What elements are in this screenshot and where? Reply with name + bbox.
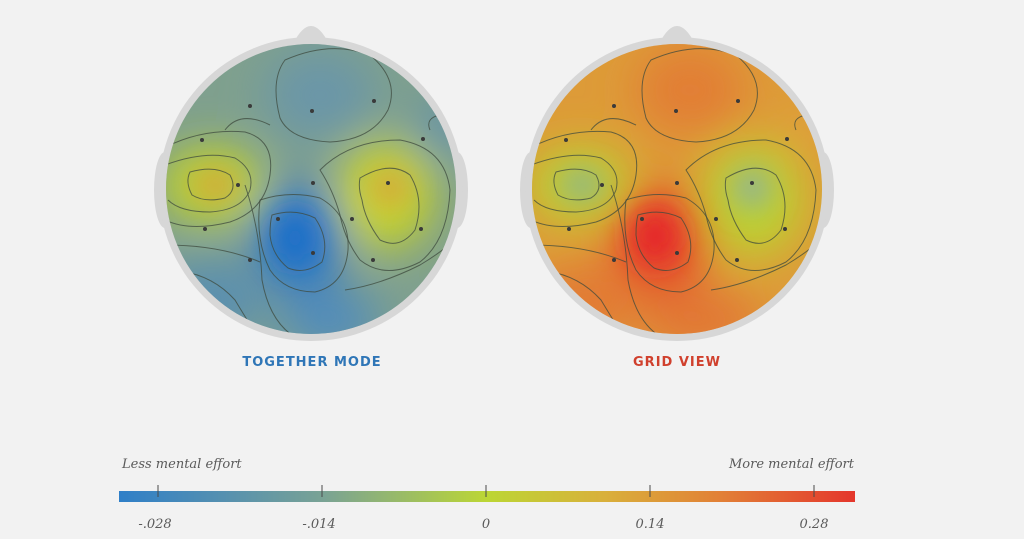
scale-bar <box>119 491 855 502</box>
head-map-grid <box>520 26 834 341</box>
electrodes-together <box>200 99 425 262</box>
scale-tick-label: 0 <box>482 517 490 532</box>
scale-tick-label: -.014 <box>302 517 335 532</box>
electrodes-grid <box>564 99 789 262</box>
contours-together <box>166 48 456 334</box>
color-scale: Less mental effort More mental effort -.… <box>119 457 855 532</box>
contours-grid <box>532 48 822 334</box>
scale-tick-label: 0.28 <box>800 517 829 532</box>
head-map-together <box>154 26 468 341</box>
scale-right-label: More mental effort <box>728 457 855 472</box>
scale-left-label: Less mental effort <box>121 457 242 472</box>
scale-ticks <box>157 485 815 497</box>
map-label-together: TOGETHER MODE <box>242 355 381 370</box>
scale-tick-label: 0.14 <box>636 517 665 532</box>
heatmap-grid <box>532 44 822 334</box>
map-label-grid: GRID VIEW <box>633 355 721 370</box>
heatmap-together <box>166 44 456 334</box>
scale-tick-label: -.028 <box>138 517 171 532</box>
